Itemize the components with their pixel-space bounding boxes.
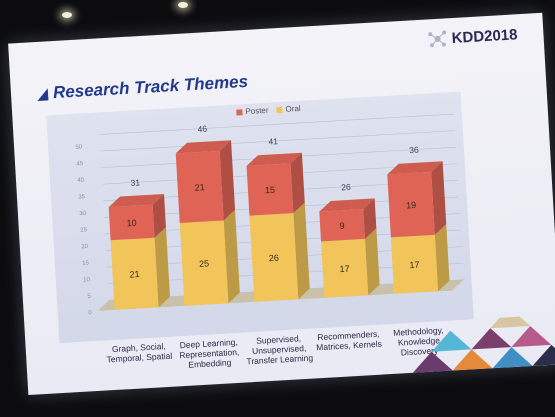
- bar-top: [108, 193, 165, 208]
- data-label: 21: [129, 269, 140, 280]
- ceiling-light: [62, 12, 72, 18]
- total-label: 41: [268, 136, 278, 147]
- total-label: 31: [130, 177, 140, 188]
- y-tick-label: 35: [78, 194, 86, 200]
- y-tick-label: 10: [83, 277, 91, 283]
- data-label: 10: [126, 218, 137, 229]
- bar-segment: [387, 171, 435, 238]
- gridline: [99, 113, 454, 135]
- y-tick-label: 45: [76, 161, 84, 167]
- bar-segment: [319, 209, 365, 242]
- data-label: 17: [409, 260, 420, 271]
- data-label: 21: [194, 182, 205, 193]
- bar-side: [290, 152, 305, 214]
- bar-top: [246, 152, 302, 166]
- bar-side: [293, 202, 310, 300]
- data-label: 19: [406, 200, 417, 211]
- y-tick-label: 0: [88, 310, 92, 316]
- bar-side: [154, 227, 170, 308]
- y-tick-label: 5: [87, 294, 91, 300]
- data-label: 17: [339, 264, 350, 275]
- bar-segment: [175, 150, 224, 224]
- bar-segment: [108, 204, 155, 241]
- ceiling-light: [178, 2, 188, 8]
- total-label: 26: [341, 182, 351, 193]
- bar-side: [363, 198, 377, 239]
- chart-plot-area: Poster Oral 0 5 10 15 20 25 30 35 40 45 50 21 10 31 25…: [46, 91, 474, 344]
- data-label: 15: [265, 185, 276, 196]
- projector-screen: KDD2018 Research Track Themes Poster Ora…: [8, 12, 555, 396]
- bar-top: [175, 140, 232, 154]
- bar-segment: [179, 220, 229, 306]
- bar-side: [431, 161, 447, 235]
- bar-segment: [246, 163, 294, 216]
- stacked-bar-chart: 0 5 10 15 20 25 30 35 40 45 50 21 10 31 25 21 46 26 15 41 17…: [75, 113, 464, 316]
- bar-top: [319, 198, 375, 212]
- y-tick-label: 40: [77, 178, 85, 184]
- bar-segment: [249, 213, 299, 302]
- bar-side: [364, 228, 380, 296]
- decorative-pattern: [412, 314, 555, 373]
- total-label: 46: [197, 124, 207, 135]
- y-tick-label: 30: [79, 211, 87, 217]
- bar-top: [387, 161, 443, 175]
- y-tick-label: 50: [75, 144, 83, 150]
- bar-segment: [110, 237, 159, 310]
- bar-segment: [390, 234, 439, 294]
- bar-side: [434, 224, 450, 292]
- data-label: 26: [269, 253, 280, 264]
- data-label: 25: [199, 258, 210, 269]
- gridline: [100, 130, 455, 152]
- bar-side: [152, 193, 166, 238]
- title-triangle-icon: [36, 88, 49, 101]
- y-tick-label: 25: [80, 227, 88, 233]
- y-tick-label: 20: [81, 244, 89, 250]
- bar-side: [223, 209, 240, 304]
- bar-segment: [321, 238, 369, 298]
- data-label: 9: [339, 221, 345, 231]
- total-label: 36: [409, 145, 419, 156]
- logo-text: KDD2018: [451, 25, 518, 47]
- bar-side: [219, 140, 236, 221]
- network-icon: [428, 30, 447, 48]
- y-tick-label: 15: [82, 260, 90, 266]
- kdd-logo: KDD2018: [427, 24, 518, 49]
